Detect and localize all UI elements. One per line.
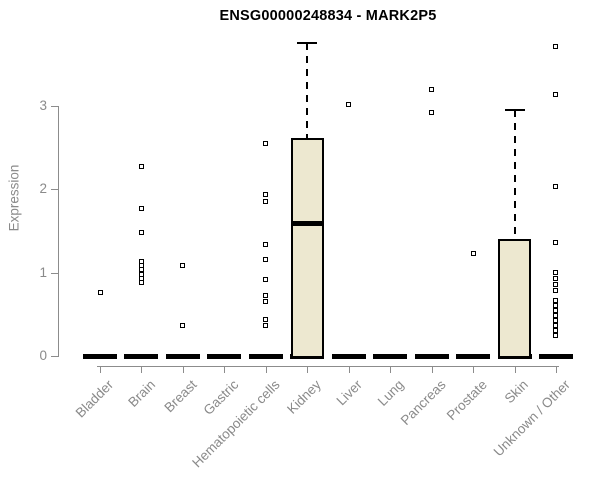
x-tick-label: Skin [501, 377, 532, 407]
outlier-point [263, 199, 269, 205]
chart-title: ENSG00000248834 - MARK2P5 [219, 8, 437, 24]
outlier-point [553, 281, 559, 287]
x-tick-label: Liver [334, 377, 366, 409]
outlier-point [263, 276, 269, 282]
whisker-cap [504, 108, 525, 112]
x-tick-label: Breast [161, 377, 200, 416]
x-axis-tick [390, 366, 392, 373]
y-tick-label: 1 [39, 264, 47, 280]
x-axis-tick [307, 366, 309, 373]
outlier-point [553, 287, 559, 293]
whisker-cap [297, 41, 318, 45]
outlier-point [429, 109, 435, 115]
outlier-point [138, 229, 144, 235]
whisker-line [513, 109, 516, 240]
outlier-point [553, 183, 559, 189]
outlier-point [553, 43, 559, 49]
outlier-point [263, 140, 269, 146]
x-axis-tick [348, 366, 350, 373]
x-tick-label: Lung [374, 377, 407, 409]
box-zero-median-bar [538, 353, 573, 359]
outlier-point [263, 241, 269, 247]
box-zero-median-bar [248, 353, 283, 359]
x-tick-label: Prostate [443, 377, 490, 424]
outlier-point [263, 316, 269, 322]
box-body [290, 138, 324, 358]
x-axis-tick [514, 366, 516, 373]
outlier-point [180, 322, 186, 328]
x-axis-tick [555, 366, 557, 373]
outlier-point [553, 318, 559, 324]
box-zero-median-bar [165, 353, 200, 359]
y-axis-line [58, 105, 59, 357]
outlier-point [263, 192, 269, 198]
box-zero-median-bar [414, 353, 449, 359]
x-axis-tick [473, 366, 475, 373]
x-tick-label: Pancreas [397, 377, 449, 428]
x-axis-tick [265, 366, 267, 373]
outlier-point [553, 328, 559, 334]
outlier-point [553, 298, 559, 304]
x-tick-label: Gastric [200, 377, 241, 418]
box-zero-median-bar [456, 353, 491, 359]
outlier-point [470, 250, 476, 256]
outlier-point [429, 87, 435, 93]
outlier-point [138, 280, 144, 286]
box-zero-median-bar [331, 353, 366, 359]
x-tick-label: Unknown / Other [490, 377, 573, 460]
y-tick-label: 0 [39, 348, 47, 363]
x-tick-label: Kidney [284, 377, 324, 417]
x-axis-tick [224, 366, 226, 373]
x-axis-tick [100, 366, 101, 373]
outlier-point [138, 163, 144, 169]
y-tick-label: 3 [39, 97, 47, 113]
outlier-point [346, 102, 352, 108]
x-tick-label: Brain [125, 377, 159, 410]
x-axis-line [97, 366, 559, 367]
x-axis-tick [182, 366, 184, 373]
outlier-point [263, 292, 269, 298]
x-tick-label: Bladder [73, 377, 117, 421]
y-axis-tick [51, 272, 58, 274]
outlier-point [97, 290, 103, 296]
outlier-point [263, 299, 269, 305]
box-body [498, 239, 531, 358]
box-median-line [290, 220, 324, 226]
outlier-point [553, 323, 559, 329]
x-axis-tick [431, 366, 433, 373]
outlier-point [553, 308, 559, 314]
outlier-point [138, 205, 144, 211]
outlier-point [553, 92, 559, 98]
box-zero-median-bar [373, 353, 408, 359]
outlier-point [553, 313, 559, 319]
outlier-point [180, 263, 186, 269]
outlier-point [553, 270, 559, 275]
y-axis-tick [51, 356, 58, 357]
box-zero-median-bar [124, 353, 159, 359]
outlier-point [553, 303, 559, 309]
y-axis-tick [51, 189, 58, 190]
outlier-point [263, 256, 269, 262]
outlier-point [553, 239, 559, 245]
box-zero-median-bar [83, 353, 117, 359]
outlier-point [553, 275, 559, 281]
y-axis-tick [51, 105, 58, 107]
outlier-point [553, 333, 559, 339]
y-tick-label: 2 [39, 181, 47, 196]
x-axis-tick [141, 366, 143, 373]
whisker-line [306, 42, 309, 139]
box-zero-median-bar [207, 353, 242, 359]
outlier-point [263, 323, 269, 329]
